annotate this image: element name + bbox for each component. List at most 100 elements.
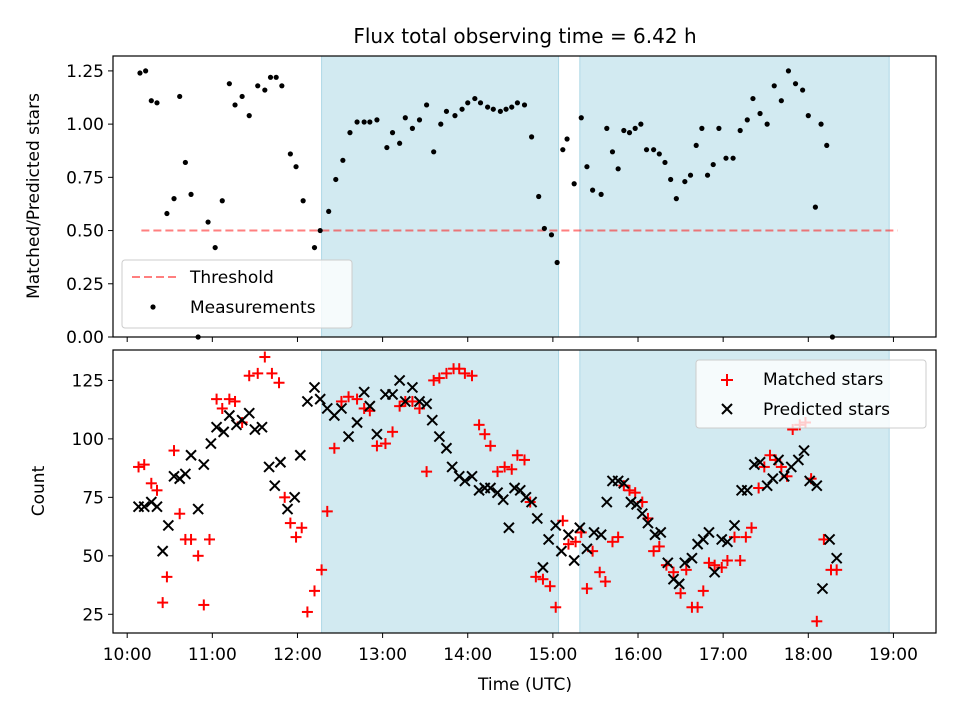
predicted-star-stroke	[686, 552, 698, 564]
measurement-point	[710, 161, 716, 168]
predicted-star-point	[192, 503, 204, 515]
matched-star-point	[484, 440, 496, 452]
matched-star-point	[223, 393, 235, 405]
measurement-point	[154, 100, 160, 106]
predicted-star-point	[256, 421, 268, 433]
predicted-star-point	[466, 470, 478, 483]
predicted-star-point	[288, 491, 301, 504]
y-tick-label: 1.00	[66, 115, 104, 135]
y-tick-label: 0.50	[66, 222, 104, 242]
measurement-point	[509, 104, 515, 110]
measurement-point	[564, 136, 570, 142]
matched-star-point	[599, 576, 611, 588]
predicted-star-stroke	[595, 529, 607, 541]
predicted-star-stroke	[168, 470, 180, 483]
matched-star-point	[550, 601, 562, 613]
measurement-point	[205, 219, 211, 225]
predicted-star-point	[440, 442, 453, 454]
predicted-star-stroke	[816, 582, 829, 595]
predicted-star-stroke	[550, 519, 562, 532]
matched-star-point	[570, 536, 582, 548]
measurement-point	[693, 142, 699, 149]
measurement-point	[171, 196, 177, 202]
predicted-star-point	[568, 554, 580, 567]
measurement-point	[503, 106, 509, 112]
measurement-point	[317, 227, 323, 234]
matched-star-point	[243, 370, 255, 382]
y-tick-label: 100	[72, 430, 104, 450]
matched-star-point	[653, 540, 665, 552]
measurement-point	[497, 108, 503, 114]
predicted-star-stroke	[179, 468, 192, 480]
measurement-point	[528, 134, 535, 140]
predicted-star-stroke	[205, 437, 217, 450]
count-series	[132, 351, 843, 627]
observing-spans-top	[321, 55, 890, 338]
measurement-point	[536, 193, 542, 200]
measurement-point	[771, 83, 777, 89]
matched-star-point	[831, 564, 843, 576]
predicted-star-point	[754, 456, 766, 468]
measurement-point	[699, 125, 705, 131]
predicted-star-point	[588, 526, 600, 539]
matched-star-point	[506, 463, 518, 475]
measurement-point	[687, 172, 694, 178]
matched-star-point	[259, 351, 271, 363]
predicted-star-stroke	[497, 493, 509, 506]
measurement-point	[177, 93, 183, 100]
measurement-point	[668, 176, 674, 183]
predicted-star-point	[138, 500, 150, 513]
predicted-star-stroke	[466, 470, 478, 483]
matched-star-point	[697, 585, 709, 597]
x-tick-label: 13:00	[358, 645, 407, 665]
predicted-star-stroke	[433, 430, 446, 443]
count-y-axis-label: Count	[29, 465, 49, 516]
predicted-star-point	[767, 472, 779, 485]
measurement-point	[656, 151, 662, 157]
matched-star-point	[612, 531, 624, 543]
measurement-point	[188, 191, 194, 197]
matched-star-point	[308, 585, 320, 597]
matched-star-point	[721, 554, 733, 566]
predicted-star-stroke	[364, 400, 376, 412]
predicted-star-stroke	[192, 503, 204, 515]
predicted-star-point	[542, 533, 555, 546]
measurement-point	[651, 147, 657, 153]
predicted-star-point	[371, 428, 383, 440]
predicted-star-stroke	[503, 522, 515, 534]
predicted-star-stroke	[162, 519, 175, 532]
predicted-star-stroke	[263, 461, 275, 473]
predicted-star-point	[686, 552, 698, 564]
predicted-star-stroke	[223, 409, 236, 422]
matched-star-point	[624, 484, 636, 496]
legend-predicted-label: Predicted stars	[763, 400, 890, 420]
predicted-star-stroke	[804, 475, 816, 487]
measurement-point	[615, 166, 621, 172]
predicted-star-point	[446, 461, 458, 473]
predicted-star-point	[555, 545, 568, 557]
measurement-point	[521, 102, 528, 108]
predicted-star-point	[393, 374, 406, 387]
matched-star-point	[692, 601, 704, 613]
predicted-star-stroke	[156, 545, 169, 557]
predicted-star-stroke	[673, 578, 685, 590]
predicted-star-point	[406, 381, 419, 394]
matched-star-point	[192, 550, 204, 562]
matched-star-point	[680, 564, 692, 576]
predicted-star-stroke	[138, 500, 150, 513]
predicted-star-point	[816, 582, 829, 595]
predicted-star-stroke	[420, 398, 433, 410]
measurement-point	[465, 100, 471, 106]
ratio-y-axis-label: Matched/Predicted stars	[24, 93, 44, 299]
y-tick-label: 0.25	[66, 275, 104, 295]
matched-star-point	[428, 374, 440, 386]
predicted-star-stroke	[358, 386, 370, 398]
measurement-point	[590, 187, 596, 193]
chart-title: Flux total observing time = 6.42 h	[353, 24, 696, 48]
predicted-star-stroke	[754, 456, 766, 468]
matched-star-point	[296, 522, 308, 534]
measurement-point	[354, 119, 360, 125]
measurement-point	[626, 130, 633, 136]
measurement-point	[785, 68, 792, 74]
matched-star-point	[459, 367, 471, 379]
